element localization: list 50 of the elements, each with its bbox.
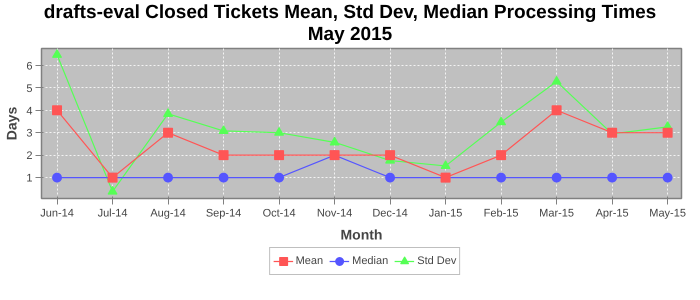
x-tick-label: Mar-15 (539, 207, 574, 220)
x-tick-label: Jul-14 (98, 207, 128, 220)
point (218, 150, 229, 160)
point (108, 186, 118, 194)
point (662, 127, 673, 138)
legend-label: Std Dev (417, 254, 456, 267)
point (52, 48, 62, 58)
point (163, 108, 174, 117)
point (274, 126, 284, 136)
point (330, 136, 340, 146)
x-tick-label: Aug-14 (150, 207, 186, 220)
y-tick-label: 4 (26, 104, 33, 117)
point (552, 172, 562, 182)
point (218, 172, 229, 182)
point (52, 172, 62, 182)
y-tick-label: 5 (26, 82, 33, 94)
y-tick-label: 6 (26, 60, 33, 72)
point (440, 160, 451, 169)
y-axis-title: Days (3, 106, 20, 140)
y-tick-label: 3 (26, 127, 33, 140)
y-tick-label: 2 (26, 150, 33, 162)
point (496, 172, 506, 182)
point (385, 172, 396, 182)
point (607, 172, 618, 182)
point (274, 172, 284, 182)
point (274, 150, 284, 160)
point (52, 104, 62, 115)
x-tick-label: Sep-14 (206, 207, 242, 220)
chart-title: drafts-eval Closed Tickets Mean, Std Dev, Median Processing Times May 2015 (44, 2, 656, 46)
point (218, 124, 229, 134)
x-tick-label: May-15 (649, 207, 686, 220)
x-tick-label: Jun-14 (40, 207, 74, 220)
point (163, 127, 174, 138)
x-axis-title: Month (340, 226, 382, 242)
x-tick-label: Apr-15 (596, 207, 629, 220)
legend-label: Mean (296, 254, 324, 267)
point (662, 172, 673, 182)
point (552, 76, 562, 84)
point (163, 172, 174, 182)
point (496, 116, 506, 125)
y-tick-label: 1 (26, 172, 33, 184)
x-tick-label: Oct-14 (262, 207, 296, 220)
x-tick-label: Jan-15 (428, 207, 462, 220)
point (385, 150, 396, 160)
x-tick-label: Nov-14 (316, 207, 352, 220)
x-tick-label: Feb-15 (484, 207, 519, 220)
legend-label: Median (352, 254, 388, 267)
point (496, 150, 506, 160)
point (552, 104, 562, 115)
x-tick-label: Dec-14 (372, 207, 408, 220)
